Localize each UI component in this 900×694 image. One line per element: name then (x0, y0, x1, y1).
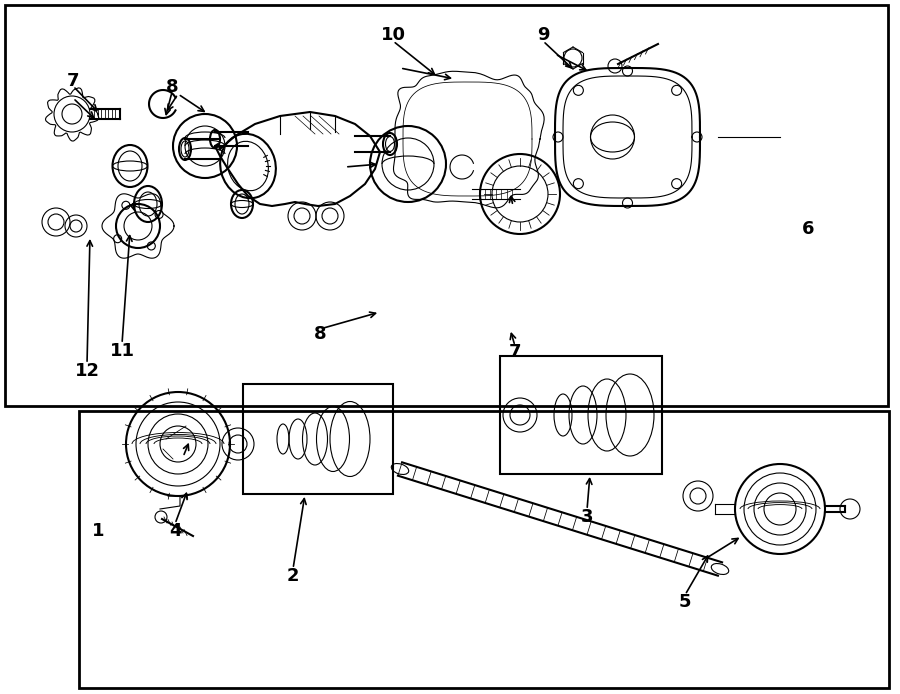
Bar (4, 5, 888, 406)
Text: 5: 5 (679, 593, 691, 611)
Text: 6: 6 (802, 220, 814, 238)
Text: 11: 11 (110, 342, 134, 360)
Text: 7: 7 (67, 72, 79, 90)
Text: 7: 7 (508, 343, 521, 361)
Text: 8: 8 (314, 325, 327, 343)
Text: 10: 10 (381, 26, 406, 44)
Bar (79, 411, 889, 688)
Bar (500, 356, 662, 474)
Bar (243, 384, 393, 494)
Text: 3: 3 (580, 508, 593, 526)
Text: 2: 2 (287, 567, 299, 585)
Text: 4: 4 (169, 522, 181, 540)
Text: 12: 12 (75, 362, 100, 380)
Text: 1: 1 (92, 522, 104, 540)
Text: 9: 9 (536, 26, 549, 44)
Text: 8: 8 (166, 78, 178, 96)
